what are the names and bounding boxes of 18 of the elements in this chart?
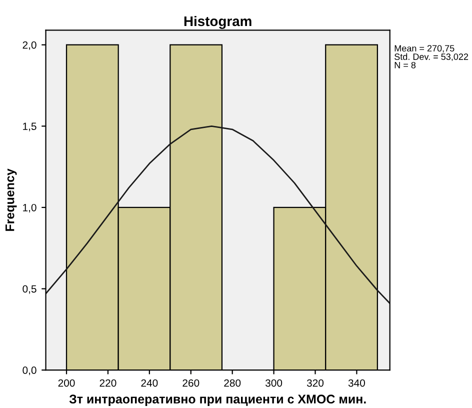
y-tick-label: 0,5 <box>22 285 36 294</box>
x-tick-label: 200 <box>58 379 75 387</box>
y-tick-label: 1,0 <box>23 204 36 213</box>
x-tick-label: 300 <box>266 379 282 387</box>
line-series <box>46 125 390 304</box>
x-tick-label: 340 <box>348 379 365 387</box>
y-tick-label: 2,0 <box>22 41 36 50</box>
chart-title: Histogram <box>184 16 252 29</box>
x-tick-label: 280 <box>224 379 241 387</box>
x-tick-label: 220 <box>100 379 116 387</box>
x-tick-label: 240 <box>141 379 158 387</box>
x-tick-label: 320 <box>306 379 324 387</box>
text: Mean = 270,75 Std. Dev. = 53,022 N = 8 <box>394 45 468 68</box>
x-tick-label: 260 <box>182 379 200 387</box>
x-axis-title: Зт интраоперативно при пациенти с ХМОС мин. <box>69 394 366 406</box>
y-axis-title: Frequency <box>6 168 17 231</box>
y-tick-label: 0,0 <box>22 366 36 376</box>
y-tick-label: 1,5 <box>23 122 36 132</box>
